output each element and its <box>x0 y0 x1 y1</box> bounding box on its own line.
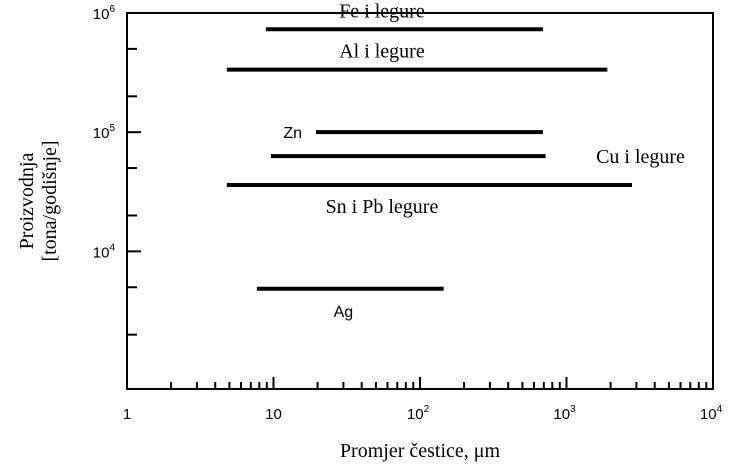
y-axis-ticks: 104 105 106 <box>93 4 141 336</box>
series-label-2: Zn <box>283 125 302 142</box>
x-tick-label-1: 10 <box>265 406 282 423</box>
series-label-5: Ag <box>334 304 354 321</box>
x-tick-label-2: 102 <box>407 404 430 423</box>
x-axis-ticks: 1 10 102 103 104 <box>123 377 723 423</box>
y-axis-title-line1: Proizvodnja <box>16 153 38 250</box>
x-tick-label-4: 104 <box>700 404 723 423</box>
y-tick-label-1: 105 <box>93 123 116 142</box>
y-tick-label-0: 104 <box>93 242 116 261</box>
x-axis-title: Promjer čestice, μm <box>340 440 501 462</box>
series-labels: Fe i legure Al i legure Zn Cu i legure Sn i … <box>283 0 685 321</box>
series-label-1: Al i legure <box>339 41 425 63</box>
series-label-0: Fe i legure <box>339 0 425 22</box>
x-minor-ticks <box>170 382 708 389</box>
x-tick-label-3: 103 <box>553 404 576 423</box>
x-tick-label-0: 1 <box>123 406 131 423</box>
series-label-4: Sn i Pb legure <box>326 196 439 218</box>
y-axis-title-line2: [tona/godišnje] <box>39 140 61 261</box>
range-bars <box>226 27 633 291</box>
y-tick-label-2: 106 <box>93 4 116 23</box>
series-label-3: Cu i legure <box>596 146 685 168</box>
